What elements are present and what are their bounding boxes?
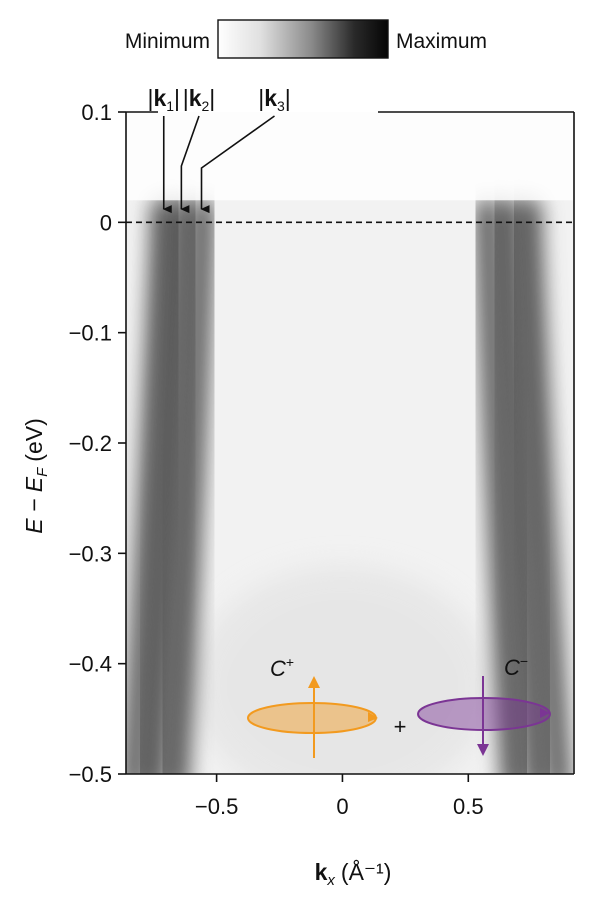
left-band-3 [170, 203, 208, 774]
heatmap-bands [126, 112, 574, 774]
colorbar-min-label: Minimum [125, 30, 210, 53]
y-tick-label-1: 0 [100, 210, 112, 235]
y-tick-label-0: 0.1 [81, 100, 112, 125]
colorbar-max-label: Maximum [396, 30, 487, 53]
colorbar [217, 19, 389, 59]
y-tick-label-3: −0.2 [69, 431, 112, 456]
y-tick-label-4: −0.3 [69, 541, 112, 566]
x-tick-label-0: −0.5 [195, 794, 238, 819]
y-axis-ticks: 0.1 0 −0.1 −0.2 −0.3 −0.4 −0.5 [69, 100, 126, 787]
plus-sign: + [394, 714, 407, 739]
y-axis-label-sub: F [34, 467, 51, 477]
y-axis-label-unit: (eV) [21, 418, 47, 461]
band-arrow-3 [200, 115, 275, 214]
x-axis-label: kx (Å⁻¹) [315, 858, 392, 889]
c-minus-rotation-head [540, 708, 550, 718]
y-tick-label-6: −0.5 [69, 762, 112, 787]
y-tick-label-2: −0.1 [69, 321, 112, 346]
x-tick-label-2: 0.5 [453, 794, 484, 819]
c-minus-label: C− [504, 653, 528, 680]
c-minus-arrow-head [477, 744, 489, 756]
y-axis-label-main: E − E [21, 476, 47, 534]
above-fermi-fade [126, 112, 574, 201]
c-plus-arrow-head [308, 676, 320, 688]
band-label-2: |k2| [183, 85, 216, 114]
band-label-3: |k3| [258, 85, 291, 114]
right-band-3 [522, 203, 564, 774]
x-axis-ticks: −0.5 0 0.5 [195, 774, 484, 819]
band-label-1: |k1| [147, 85, 180, 114]
c-plus-rotation-head [368, 712, 378, 722]
x-tick-label-1: 0 [336, 794, 348, 819]
background-glow [192, 565, 493, 774]
y-tick-label-5: −0.4 [69, 652, 112, 677]
left-band-2 [148, 203, 188, 774]
band-label-arrows [162, 115, 275, 214]
x-axis-label-main: k [315, 859, 328, 885]
y-axis-label: E − EF (eV) [21, 418, 51, 534]
band-labels: |k1| |k2| |k3| [147, 85, 290, 114]
x-axis-label-unit: (Å⁻¹) [341, 858, 391, 885]
polarization-inset: C+ + C− [247, 653, 551, 758]
right-band-1 [482, 203, 520, 774]
x-axis-label-sub: x [326, 872, 335, 889]
c-plus-label: C+ [270, 654, 294, 681]
left-band-1 [128, 203, 170, 774]
right-band-2 [502, 203, 542, 774]
c-plus-ellipse [247, 702, 377, 734]
band-arrow-2 [180, 115, 200, 214]
